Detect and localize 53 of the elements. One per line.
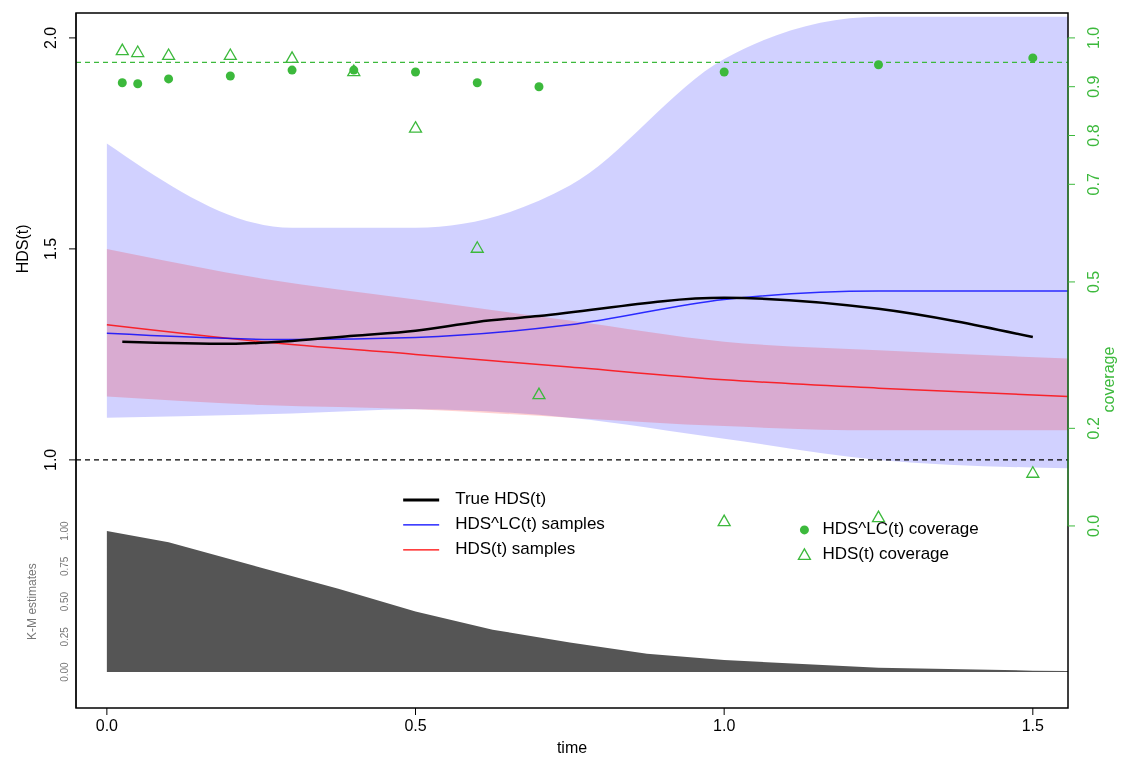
legend-label: HDS(t) samples [455, 539, 576, 559]
y2-tick-label: 0.5 [1085, 270, 1103, 294]
y3-tick-label: 0.25 [59, 626, 70, 647]
y3-tick-label: 0.50 [59, 591, 70, 612]
point [164, 74, 174, 84]
x-axis-title: time [556, 739, 588, 756]
y2-tick-label: 0.7 [1085, 173, 1103, 196]
y2-axis-title: coverage [1100, 346, 1117, 413]
x-tick-label: 1.5 [1021, 717, 1045, 734]
y-tick-label: 2.0 [42, 26, 59, 50]
point [225, 71, 235, 81]
x-tick-label: 0.5 [404, 717, 427, 734]
point [287, 65, 297, 75]
line-series [106, 324, 1069, 398]
y3-axis-title: K-M estimates [25, 563, 39, 640]
x-tick-label: 1.0 [713, 717, 736, 734]
y-tick-label: 1.5 [42, 237, 59, 261]
point [873, 60, 883, 70]
legend-label: HDS(t) coverage [822, 544, 950, 564]
line-series [106, 290, 1069, 341]
legend-label: HDS^LC(t) coverage [822, 519, 979, 539]
y2-tick-label: 0.0 [1085, 514, 1103, 538]
y2-tick-label: 0.8 [1085, 124, 1103, 147]
y-axis-title: HDS(t) [14, 224, 31, 274]
y2-tick-label: 1.0 [1085, 26, 1103, 50]
legend-label: HDS^LC(t) samples [455, 514, 605, 534]
point [411, 67, 421, 77]
point [161, 48, 176, 61]
line-series [121, 296, 1035, 346]
point [1026, 466, 1040, 478]
point [532, 387, 546, 400]
point [719, 67, 729, 77]
y3-tick-label: 0.75 [59, 556, 70, 577]
point [717, 514, 731, 527]
y3-tick-label: 0.00 [59, 661, 70, 682]
point [131, 45, 145, 58]
point [117, 78, 127, 88]
point [472, 78, 482, 88]
legend-label: True HDS(t) [455, 489, 547, 509]
y3-tick-label: 1.00 [59, 520, 70, 541]
point [285, 51, 299, 64]
point [115, 43, 129, 56]
point [871, 510, 886, 523]
point [534, 82, 544, 92]
point [1028, 53, 1038, 63]
x-tick-label: 0.0 [95, 717, 119, 734]
y2-tick-label: 0.2 [1085, 417, 1103, 440]
point [223, 48, 237, 61]
point [470, 241, 484, 253]
point [133, 79, 143, 89]
y-tick-label: 1.0 [42, 448, 59, 471]
y2-tick-label: 0.9 [1085, 75, 1103, 98]
point [408, 121, 423, 133]
